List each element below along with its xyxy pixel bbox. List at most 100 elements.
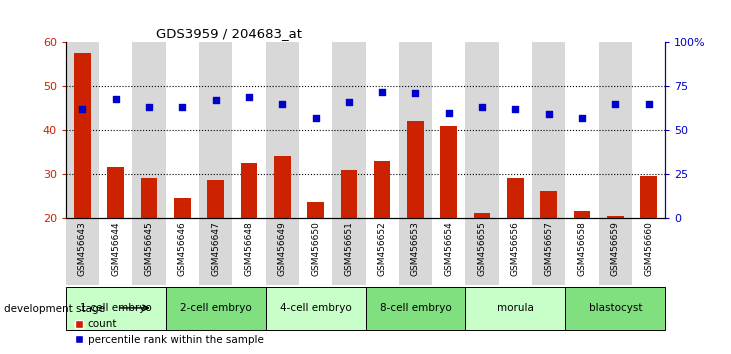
Text: blastocyst: blastocyst [588, 303, 642, 313]
Text: 4-cell embryo: 4-cell embryo [280, 303, 352, 313]
Text: GSM456656: GSM456656 [511, 221, 520, 276]
FancyBboxPatch shape [565, 218, 599, 285]
Bar [565, 42, 599, 218]
FancyBboxPatch shape [399, 218, 432, 285]
Point [510, 106, 521, 112]
Bar [366, 42, 399, 218]
Text: GDS3959 / 204683_at: GDS3959 / 204683_at [156, 27, 302, 40]
Bar [99, 42, 132, 218]
Bar [166, 42, 199, 218]
Text: GSM456651: GSM456651 [344, 221, 353, 276]
Bar [474, 213, 491, 305]
Text: 2-cell embryo: 2-cell embryo [180, 303, 251, 313]
Bar [208, 181, 224, 305]
Bar [440, 126, 457, 305]
Bar [107, 167, 124, 305]
FancyBboxPatch shape [532, 218, 565, 285]
Point [243, 94, 255, 99]
Text: GSM456660: GSM456660 [644, 221, 653, 276]
FancyBboxPatch shape [432, 218, 466, 285]
Point [310, 115, 322, 121]
Text: GSM456654: GSM456654 [444, 221, 453, 276]
Point [409, 91, 421, 96]
Text: GSM456647: GSM456647 [211, 221, 220, 276]
Bar [574, 211, 591, 305]
FancyBboxPatch shape [99, 218, 132, 285]
Bar [507, 178, 523, 305]
Text: GSM456659: GSM456659 [611, 221, 620, 276]
Text: development stage: development stage [4, 304, 105, 314]
Text: GSM456645: GSM456645 [145, 221, 154, 276]
FancyBboxPatch shape [66, 218, 99, 285]
Point [643, 101, 654, 107]
Bar [174, 198, 191, 305]
Text: GSM456644: GSM456644 [111, 221, 120, 276]
Point [110, 96, 121, 101]
Point [443, 110, 455, 115]
Text: GSM456653: GSM456653 [411, 221, 420, 276]
FancyBboxPatch shape [366, 218, 399, 285]
FancyBboxPatch shape [599, 218, 632, 285]
FancyBboxPatch shape [565, 287, 665, 330]
FancyBboxPatch shape [366, 287, 466, 330]
Point [543, 112, 555, 117]
Bar [341, 170, 357, 305]
FancyBboxPatch shape [332, 218, 366, 285]
Text: 8-cell embryo: 8-cell embryo [379, 303, 451, 313]
Point [143, 104, 155, 110]
Bar [499, 42, 532, 218]
Text: GSM456652: GSM456652 [378, 221, 387, 276]
Point [176, 104, 188, 110]
Bar [307, 202, 324, 305]
FancyBboxPatch shape [132, 218, 166, 285]
Bar [374, 161, 390, 305]
FancyBboxPatch shape [199, 218, 232, 285]
FancyBboxPatch shape [265, 287, 366, 330]
FancyBboxPatch shape [299, 218, 332, 285]
Bar [265, 42, 299, 218]
Bar [532, 42, 565, 218]
Bar [199, 42, 232, 218]
Bar [332, 42, 366, 218]
Text: GSM456650: GSM456650 [311, 221, 320, 276]
Point [376, 89, 388, 95]
FancyBboxPatch shape [466, 218, 499, 285]
Point [77, 106, 88, 112]
Bar [399, 42, 432, 218]
Bar [299, 42, 332, 218]
Point [210, 97, 221, 103]
Text: 1-cell embryo: 1-cell embryo [80, 303, 151, 313]
Bar [607, 216, 624, 305]
FancyBboxPatch shape [166, 287, 265, 330]
Text: GSM456643: GSM456643 [78, 221, 87, 276]
Bar [599, 42, 632, 218]
Bar [232, 42, 265, 218]
Text: GSM456658: GSM456658 [577, 221, 586, 276]
Bar [240, 163, 257, 305]
Text: GSM456655: GSM456655 [477, 221, 487, 276]
Bar [432, 42, 466, 218]
Bar [540, 192, 557, 305]
Point [610, 101, 621, 107]
FancyBboxPatch shape [66, 287, 166, 330]
Text: GSM456657: GSM456657 [544, 221, 553, 276]
FancyBboxPatch shape [499, 218, 532, 285]
Point [476, 104, 488, 110]
Text: GSM456648: GSM456648 [244, 221, 254, 276]
Bar [274, 156, 290, 305]
FancyBboxPatch shape [232, 218, 265, 285]
Bar [640, 176, 657, 305]
Bar [632, 42, 665, 218]
Point [576, 115, 588, 121]
Bar [132, 42, 166, 218]
Point [276, 101, 288, 107]
FancyBboxPatch shape [632, 218, 665, 285]
Legend: count, percentile rank within the sample: count, percentile rank within the sample [71, 315, 268, 349]
Bar [74, 53, 91, 305]
Text: GSM456646: GSM456646 [178, 221, 187, 276]
FancyBboxPatch shape [166, 218, 199, 285]
Point [343, 99, 355, 105]
Bar [66, 42, 99, 218]
FancyBboxPatch shape [466, 287, 565, 330]
Bar [140, 178, 157, 305]
